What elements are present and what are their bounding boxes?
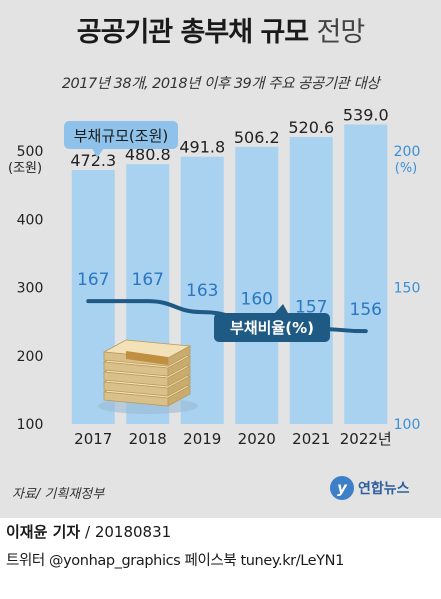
bar <box>344 124 388 424</box>
line-legend-box <box>214 313 330 342</box>
line-value-label: 157 <box>295 297 327 317</box>
logo-icon: y <box>330 476 354 500</box>
source-note: 자료/ 기획재정부 <box>12 487 105 502</box>
legends: 부채규모(조원) 부채비율(%) <box>64 121 330 342</box>
bar-value-label: 491.8 <box>179 138 225 157</box>
yonhap-logo: y 연합뉴스 <box>330 476 410 500</box>
bar-legend-pointer <box>92 148 104 158</box>
social-links: 트위터 @yonhap_graphics 페이스북 tuney.kr/LeYN1 <box>6 553 344 569</box>
x-tick-label: 2018 <box>129 430 167 448</box>
left-tick-label: 400 <box>17 212 44 228</box>
line-value-label: 167 <box>77 270 109 290</box>
bill-band <box>126 351 168 365</box>
title-light: 전망 <box>316 17 366 48</box>
bill-end <box>167 385 191 407</box>
credit-line: 이재윤 기자 / 20180831 <box>6 521 171 542</box>
right-axis: (%) 100 150 200 <box>394 144 421 433</box>
right-tick-label: 100 <box>394 417 421 433</box>
bar-legend-label: 부채규모(조원) <box>74 127 169 145</box>
bill-end <box>167 365 191 387</box>
x-axis: 2017 2018 2019 2020 2021 2022년 <box>74 430 392 448</box>
left-tick-label: 200 <box>17 349 44 365</box>
bill-end <box>167 355 191 377</box>
line-legend-pointer <box>275 304 288 313</box>
bar-value-label: 520.6 <box>288 118 334 137</box>
x-tick-label: 2019 <box>183 430 221 448</box>
bar-value-label: 539.0 <box>343 106 389 125</box>
right-tick-label: 150 <box>394 281 421 297</box>
left-axis: (조원) 100 200 300 400 500 <box>8 144 43 433</box>
x-tick-label: 2020 <box>238 430 276 448</box>
line-legend-label: 부채비율(%) <box>230 319 314 337</box>
bar <box>235 146 279 424</box>
title-main: 공공기관 총부채 규모 <box>76 17 309 48</box>
line-value-label: 156 <box>350 300 382 320</box>
author: 이재윤 기자 <box>6 523 81 541</box>
left-tick-label: 500 <box>17 144 44 160</box>
bar-value-labels: 472.3 480.8 491.8 506.2 520.6 539.0 <box>70 106 388 171</box>
line-value-label: 167 <box>132 270 164 290</box>
x-tick-label: 2021 <box>292 430 330 448</box>
left-tick-label: 300 <box>17 281 44 297</box>
line-value-label: 163 <box>186 281 218 301</box>
right-tick-label: 200 <box>394 144 421 160</box>
left-axis-unit: (조원) <box>8 161 42 176</box>
bar-value-label: 506.2 <box>234 128 280 147</box>
line-value-label: 160 <box>241 289 273 309</box>
subtitle: 2017년 38개, 2018년 이후 39개 주요 공공기관 대상 <box>61 76 380 92</box>
bar-value-label: 472.3 <box>70 151 116 170</box>
bar-legend-box <box>64 121 178 149</box>
bar <box>289 137 333 425</box>
money-stack-illustration <box>98 339 198 414</box>
logo-text: 연합뉴스 <box>358 481 410 497</box>
x-tick-label: 2017 <box>74 430 112 448</box>
bar-value-label: 480.8 <box>125 145 171 164</box>
date: / 20180831 <box>85 523 172 541</box>
left-tick-label: 100 <box>17 417 44 433</box>
page-title: 공공기관 총부채 규모 전망 <box>0 10 441 49</box>
right-axis-unit: (%) <box>395 161 418 176</box>
bill-end <box>167 375 191 397</box>
x-tick-label: 2022년 <box>340 430 392 448</box>
